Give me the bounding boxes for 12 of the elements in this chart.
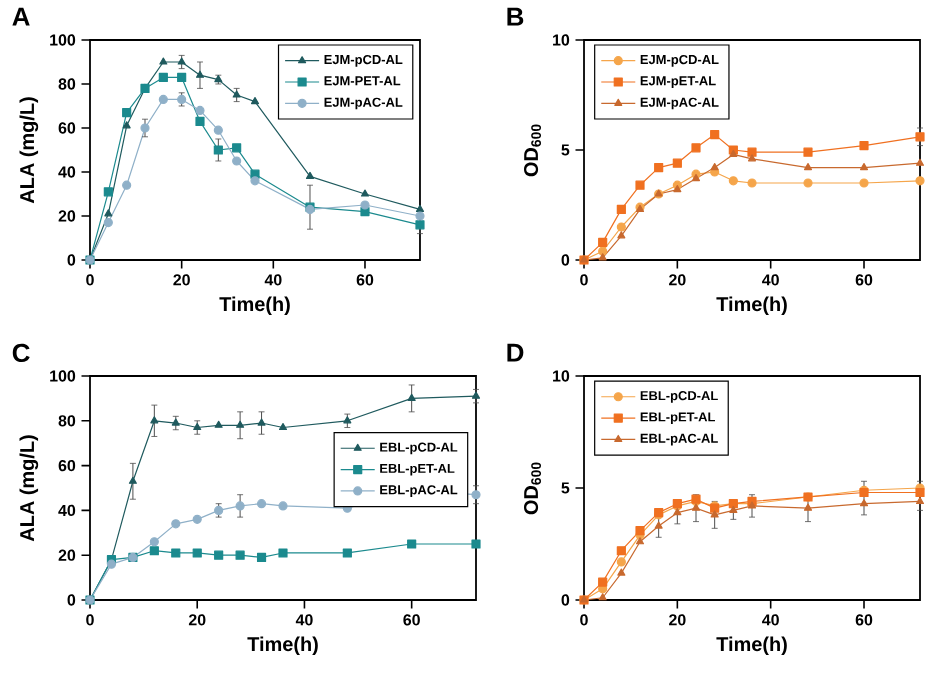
y-axis-title: ALA (mg/L)	[19, 435, 39, 542]
chart-title: C	[12, 343, 30, 363]
x-axis-title: Time(h)	[716, 296, 787, 316]
x-axis-title: Time(h)	[716, 636, 787, 656]
chart-title: D	[507, 343, 524, 362]
x-axis-title: Time(h)	[247, 636, 318, 656]
y-axis-title: ALA (mg/L)	[19, 97, 39, 204]
chart-title: A	[12, 7, 30, 26]
chart-title: B	[507, 7, 524, 26]
x-axis-title: Time(h)	[219, 296, 290, 316]
y-axis-title: OD$_{600}$	[524, 124, 542, 177]
y-axis-title: OD$_{600}$	[524, 462, 542, 515]
